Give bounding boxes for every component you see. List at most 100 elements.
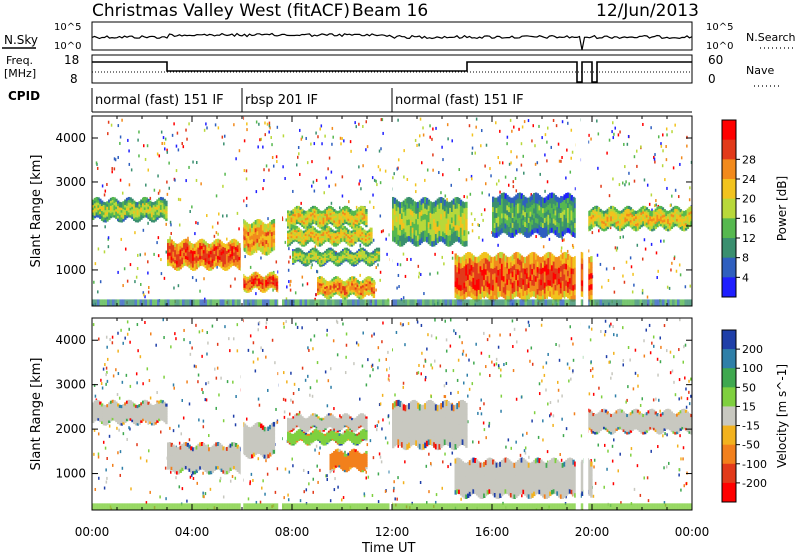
scatter-cell [603,443,606,447]
scatter-cell [481,191,483,195]
scatter-cell [160,258,162,262]
scatter-cell [634,371,637,375]
power-colorbar: 4 8 12 16 20 24 28 Power [dB] [721,119,789,298]
scatter-cell [119,450,122,454]
scatter-cell [456,378,459,382]
scatter-cell [402,385,405,389]
scatter-cell [362,164,364,168]
scatter-cell [445,369,447,373]
scatter-cell [526,431,528,435]
y-tick-label-2: 3000 [55,378,86,392]
scatter-cell [144,157,147,161]
scatter-cell [213,234,216,238]
scatter-cell [565,495,567,499]
scatter-cell [363,492,366,496]
scatter-cell [121,466,124,470]
scatter-cell [310,142,312,146]
scatter-cell [305,136,307,140]
scatter-cell [673,355,675,359]
scatter-cell [281,437,283,441]
scatter-cell [480,129,483,133]
scatter-cell [115,368,117,372]
scatter-cell [625,180,627,184]
scatter-cell [480,213,483,217]
scatter-cell [528,455,530,459]
scatter-cell [288,260,290,264]
scatter-cell [422,133,425,137]
scatter-cell [314,245,317,249]
scatter-cell [443,384,446,388]
scatter-cell [250,472,253,476]
scatter-cell [271,143,273,147]
scatter-cell [663,239,665,243]
scatter-cell [317,135,319,139]
scatter-cell [182,416,185,420]
scatter-cell [387,414,390,418]
scatter-cell [381,118,384,122]
freq-right-tick-top: 60 [708,53,723,67]
scatter-cell [144,295,146,299]
scatter-cell [245,177,248,181]
scatter-cell [339,136,342,140]
scatter-cell [521,125,524,129]
scatter-cell [654,153,656,157]
scatter-cell [609,226,612,230]
scatter-cell [618,183,621,187]
scatter-cell [366,443,369,447]
scatter-cell [176,131,179,135]
scatter-cell [562,434,565,438]
scatter-cell [126,437,128,441]
scatter-cell [292,464,294,468]
scatter-cell [359,273,361,277]
scatter-cell [423,292,425,296]
scatter-cell [231,475,234,479]
scatter-cell [321,142,323,146]
scatter-cell [469,192,472,196]
scatter-cell [310,338,312,342]
scatter-cell [643,354,646,358]
scatter-cell [183,328,185,332]
colorbar-tick-0: 4 [742,271,749,284]
scatter-cell [558,159,561,163]
scatter-cell [327,379,330,383]
scatter-cell [673,255,676,259]
scatter-cell [483,428,486,432]
scatter-cell [316,464,318,468]
scatter-cell [449,344,452,348]
scatter-cell [669,371,672,375]
scatter-cell [208,434,210,438]
x-tick-label-4: 16:00 [475,525,510,539]
scatter-cell [483,402,485,406]
scatter-cell [173,122,175,126]
scatter-cell [538,392,541,396]
scatter-cell [323,191,325,195]
scatter-cell [509,333,512,337]
scatter-cell [472,440,474,444]
scatter-cell [393,486,395,490]
scatter-cell [103,193,106,197]
scatter-cell [137,349,139,353]
scatter-cell [673,380,675,384]
scatter-cell [365,148,367,152]
scatter-cell [384,436,387,440]
scatter-cell [661,164,664,168]
scatter-cell [657,373,659,377]
scatter-cell [310,266,313,270]
scatter-cell [485,365,487,369]
scatter-cell [561,417,563,421]
scatter-cell [379,455,382,459]
scatter-cell [460,497,462,501]
scatter-cell [360,187,362,191]
scatter-cell [657,269,659,273]
scatter-cell [334,183,337,187]
scatter-cell [257,357,259,361]
scatter-cell [546,159,548,163]
scatter-cell [134,231,136,235]
scatter-cell [255,292,257,296]
scatter-cell [377,263,379,267]
scatter-cell [202,494,204,498]
scatter-cell [468,387,471,391]
scatter-cell [683,345,685,349]
scatter-cell [153,188,156,192]
scatter-cell [326,474,328,478]
